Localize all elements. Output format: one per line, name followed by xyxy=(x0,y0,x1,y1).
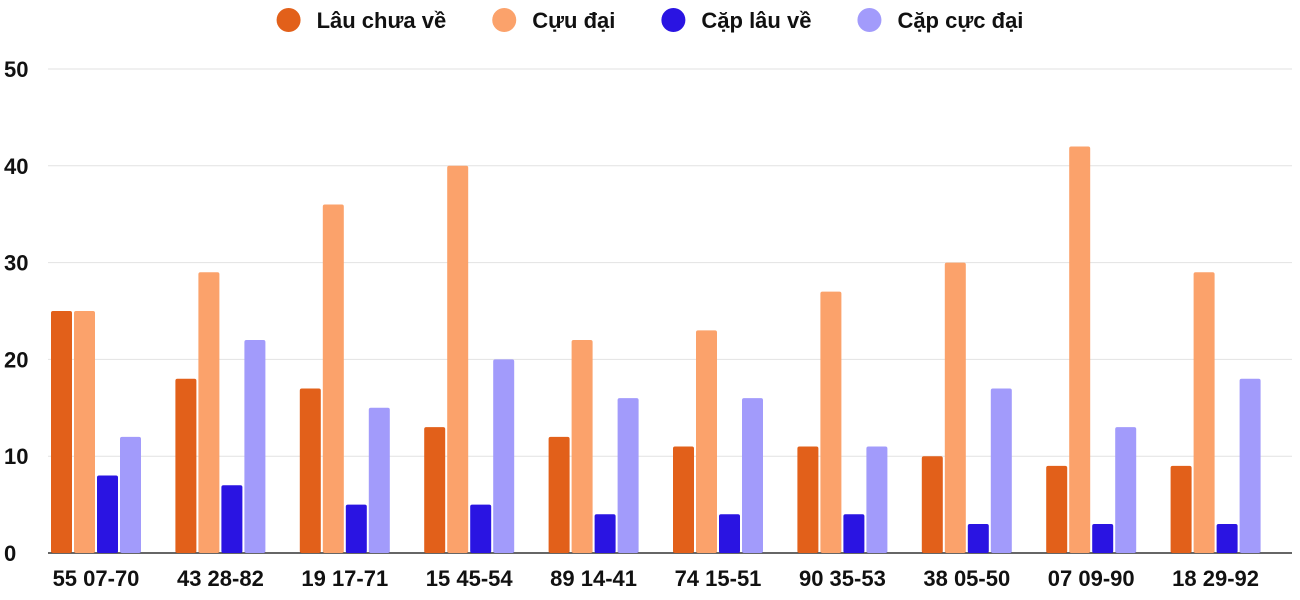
y-tick-label: 50 xyxy=(4,57,28,82)
bar xyxy=(175,378,197,553)
bar xyxy=(990,388,1012,553)
legend-label: Cựu đại xyxy=(532,8,615,33)
bar xyxy=(1069,146,1091,553)
legend-item: Lâu chưa về xyxy=(276,8,447,33)
bar xyxy=(299,388,321,553)
legend: Lâu chưa về Cựu đại Cặp lâu về Cặp cực đại xyxy=(276,8,1023,33)
x-tick-label: 90 35-53 xyxy=(799,566,886,591)
x-tick-label: 18 29-92 xyxy=(1172,566,1259,591)
x-tick-label: 43 28-82 xyxy=(177,566,264,591)
bar xyxy=(1115,427,1137,553)
x-tick-label: 07 09-90 xyxy=(1048,566,1135,591)
bar xyxy=(74,311,95,553)
bar xyxy=(51,311,72,553)
bar xyxy=(797,446,819,553)
legend-item: Cặp cực đại xyxy=(857,8,1023,33)
legend-label: Cặp lâu về xyxy=(701,8,811,33)
bar xyxy=(221,485,243,553)
x-tick-label: 89 14-41 xyxy=(550,566,637,591)
bar xyxy=(244,340,266,553)
bar xyxy=(1170,465,1192,553)
bar xyxy=(1193,272,1215,553)
legend-label: Cặp cực đại xyxy=(897,8,1023,33)
bar xyxy=(673,446,694,553)
bar xyxy=(742,398,763,553)
bar xyxy=(820,291,842,553)
legend-item: Cựu đại xyxy=(492,8,615,33)
bar xyxy=(967,523,989,553)
legend-marker xyxy=(661,8,686,32)
bar xyxy=(345,504,367,553)
legend-label: Lâu chưa về xyxy=(317,8,447,33)
bar xyxy=(571,340,593,553)
y-tick-label: 30 xyxy=(4,251,28,276)
y-tick-label: 0 xyxy=(4,541,16,566)
legend-marker xyxy=(492,8,517,32)
x-tick-label: 55 07-70 xyxy=(53,566,140,591)
gridlines xyxy=(48,68,1292,554)
bar xyxy=(470,504,492,553)
y-tick-label: 20 xyxy=(4,347,28,372)
bar xyxy=(1046,465,1068,553)
bar xyxy=(843,514,865,553)
legend-marker xyxy=(276,8,301,32)
bars xyxy=(51,146,1261,554)
bar xyxy=(548,436,570,553)
x-axis: 55 07-70 43 28-82 19 17-71 15 45-54 89 14-41… xyxy=(53,566,1259,591)
bar xyxy=(368,407,390,553)
bar xyxy=(1092,523,1114,553)
bar xyxy=(493,359,515,553)
x-tick-label: 74 15-51 xyxy=(675,566,762,591)
x-tick-label: 19 17-71 xyxy=(301,566,388,591)
bar xyxy=(97,475,118,553)
bar xyxy=(594,514,616,553)
y-tick-label: 40 xyxy=(4,154,28,179)
legend-item: Cặp lâu về xyxy=(661,8,811,33)
bar xyxy=(447,165,469,554)
legend-marker xyxy=(857,8,882,32)
bar xyxy=(696,330,717,553)
bar xyxy=(719,514,740,553)
y-tick-label: 10 xyxy=(4,444,28,469)
bar xyxy=(1239,378,1261,553)
bar xyxy=(944,262,966,553)
bar xyxy=(198,272,220,553)
y-axis: 0 10 20 30 40 50 xyxy=(4,57,28,566)
bar xyxy=(120,436,141,553)
x-tick-label: 15 45-54 xyxy=(426,566,514,591)
bar xyxy=(1216,523,1238,553)
x-tick-label: 38 05-50 xyxy=(923,566,1010,591)
bar xyxy=(866,446,888,553)
bar xyxy=(921,456,943,553)
bar xyxy=(617,398,639,553)
bar xyxy=(322,204,344,553)
bar xyxy=(424,427,446,553)
